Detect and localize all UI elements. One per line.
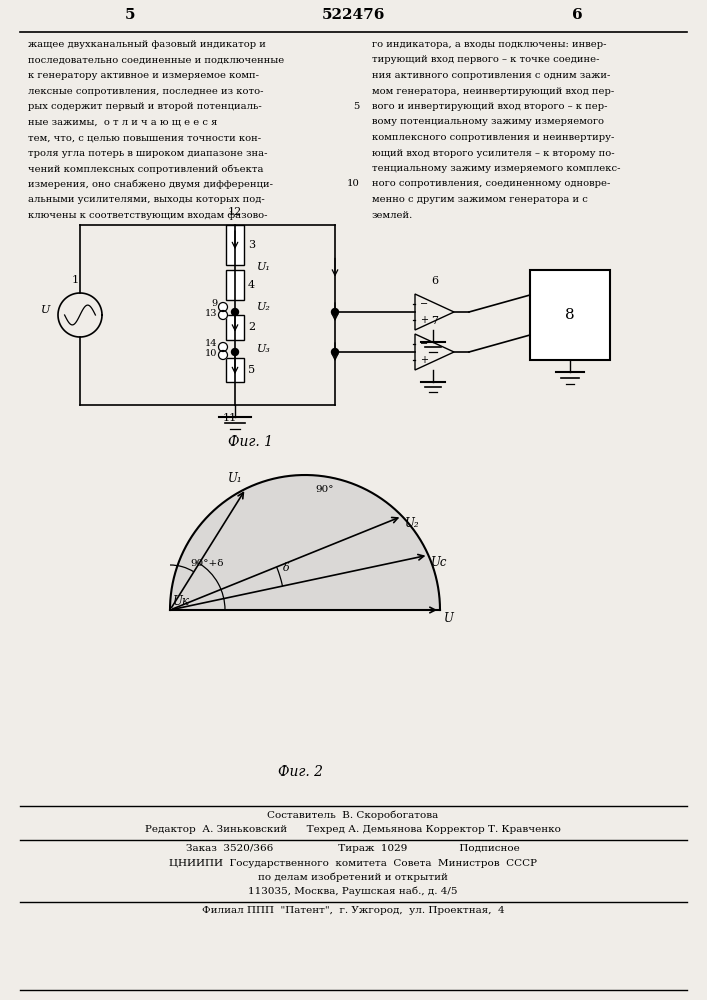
Circle shape <box>332 308 339 316</box>
Text: U₁: U₁ <box>228 472 243 485</box>
Text: ЦНИИПИ  Государственного  комитета  Совета  Министров  СССР: ЦНИИПИ Государственного комитета Совета … <box>169 859 537 868</box>
Text: 8: 8 <box>565 308 575 322</box>
Text: ния активного сопротивления с одним зажи-: ния активного сопротивления с одним зажи… <box>372 71 610 80</box>
Text: 11: 11 <box>223 413 237 423</box>
Circle shape <box>218 310 228 320</box>
Text: последовательно соединенные и подключенные: последовательно соединенные и подключенн… <box>28 55 284 64</box>
Text: тирующий вход первого – к точке соедине-: тирующий вход первого – к точке соедине- <box>372 55 600 64</box>
Text: альными усилителями, выходы которых под-: альными усилителями, выходы которых под- <box>28 195 264 204</box>
Text: 6: 6 <box>572 8 583 22</box>
Text: рых содержит первый и второй потенциаль-: рых содержит первый и второй потенциаль- <box>28 102 262 111</box>
Text: ного сопротивления, соединенному одновре-: ного сопротивления, соединенному одновре… <box>372 180 610 188</box>
Text: 7: 7 <box>431 316 438 326</box>
Text: 13: 13 <box>204 308 217 318</box>
Text: жащее двухканальный фазовый индикатор и: жащее двухканальный фазовый индикатор и <box>28 40 266 49</box>
Text: 5: 5 <box>354 102 360 111</box>
Circle shape <box>332 349 339 356</box>
Text: го индикатора, а входы подключены: инвер-: го индикатора, а входы подключены: инвер… <box>372 40 607 49</box>
Text: чений комплексных сопротивлений объекта: чений комплексных сопротивлений объекта <box>28 164 264 174</box>
Bar <box>226 270 244 300</box>
Circle shape <box>231 308 238 316</box>
Text: −: − <box>420 339 428 349</box>
Text: менно с другим зажимом генератора и с: менно с другим зажимом генератора и с <box>372 195 588 204</box>
Text: 14: 14 <box>204 340 217 349</box>
Text: землей.: землей. <box>372 211 414 220</box>
Text: мом генератора, неинвертирующий вход пер-: мом генератора, неинвертирующий вход пер… <box>372 87 614 96</box>
Text: к генератору активное и измеряемое комп-: к генератору активное и измеряемое комп- <box>28 71 259 80</box>
Text: измерения, оно снабжено двумя дифференци-: измерения, оно снабжено двумя дифференци… <box>28 180 273 189</box>
Text: ющий вход второго усилителя – к второму по-: ющий вход второго усилителя – к второму … <box>372 148 614 157</box>
Text: U₃: U₃ <box>257 344 271 354</box>
Text: Фиг. 2: Фиг. 2 <box>278 765 322 779</box>
Text: по делам изобретений и открытий: по делам изобретений и открытий <box>258 873 448 882</box>
Polygon shape <box>170 475 440 610</box>
Circle shape <box>218 342 228 352</box>
Text: 10: 10 <box>204 349 217 358</box>
Text: Филиал ППП  "Патент",  г. Ужгород,  ул. Проектная,  4: Филиал ППП "Патент", г. Ужгород, ул. Про… <box>201 906 504 915</box>
Text: U: U <box>40 305 50 315</box>
Text: 3: 3 <box>248 240 255 250</box>
Text: +: + <box>420 355 428 365</box>
Text: U₂: U₂ <box>405 517 420 530</box>
Text: U₂: U₂ <box>257 302 271 312</box>
Circle shape <box>218 302 228 312</box>
Text: комплексного сопротивления и неинвертиру-: комплексного сопротивления и неинвертиру… <box>372 133 614 142</box>
Text: тенциальному зажиму измеряемого комплекс-: тенциальному зажиму измеряемого комплекс… <box>372 164 621 173</box>
Bar <box>226 358 244 382</box>
Text: −: − <box>420 299 428 309</box>
Circle shape <box>218 351 228 360</box>
Text: 4: 4 <box>248 280 255 290</box>
Bar <box>226 225 244 265</box>
Text: 2: 2 <box>248 322 255 332</box>
Text: 10: 10 <box>347 180 360 188</box>
Text: 6: 6 <box>431 276 438 286</box>
Text: δ: δ <box>283 563 290 573</box>
Text: вому потенциальному зажиму измеряемого: вому потенциальному зажиму измеряемого <box>372 117 604 126</box>
Text: лексные сопротивления, последнее из кото-: лексные сопротивления, последнее из кото… <box>28 87 264 96</box>
Text: троля угла потерь в широком диапазоне зна-: троля угла потерь в широком диапазоне зн… <box>28 148 267 157</box>
Text: +: + <box>420 315 428 325</box>
Bar <box>530 270 610 360</box>
Text: U₁: U₁ <box>257 262 271 272</box>
Text: 5: 5 <box>124 8 135 22</box>
Text: 1: 1 <box>71 275 78 285</box>
Text: Редактор  А. Зиньковский      Техред А. Демьянова Корректор Т. Кравченко: Редактор А. Зиньковский Техред А. Демьян… <box>145 825 561 834</box>
Text: Uк: Uк <box>173 595 190 608</box>
Text: вого и инвертирующий вход второго – к пер-: вого и инвертирующий вход второго – к пе… <box>372 102 607 111</box>
Text: Заказ  3520/366                    Тираж  1029                Подписное: Заказ 3520/366 Тираж 1029 Подписное <box>186 844 520 853</box>
Text: 90°+δ: 90°+δ <box>190 559 223 568</box>
Text: Составитель  В. Скоробогатова: Составитель В. Скоробогатова <box>267 810 438 820</box>
Text: 90°: 90° <box>315 485 334 494</box>
Text: Фиг. 1: Фиг. 1 <box>228 435 272 449</box>
Text: 522476: 522476 <box>321 8 385 22</box>
Text: 5: 5 <box>248 365 255 375</box>
Text: тем, что, с целью повышения точности кон-: тем, что, с целью повышения точности кон… <box>28 133 261 142</box>
Circle shape <box>231 349 238 356</box>
Text: 9: 9 <box>211 300 217 308</box>
Text: 113035, Москва, Раушская наб., д. 4/5: 113035, Москва, Раушская наб., д. 4/5 <box>248 887 457 896</box>
Text: 12: 12 <box>228 207 242 217</box>
Text: Uс: Uс <box>431 556 448 569</box>
Bar <box>226 315 244 340</box>
Text: ные зажимы,  о т л и ч а ю щ е е с я: ные зажимы, о т л и ч а ю щ е е с я <box>28 117 217 126</box>
Text: ключены к соответствующим входам фазово-: ключены к соответствующим входам фазово- <box>28 211 267 220</box>
Text: U: U <box>444 612 454 625</box>
